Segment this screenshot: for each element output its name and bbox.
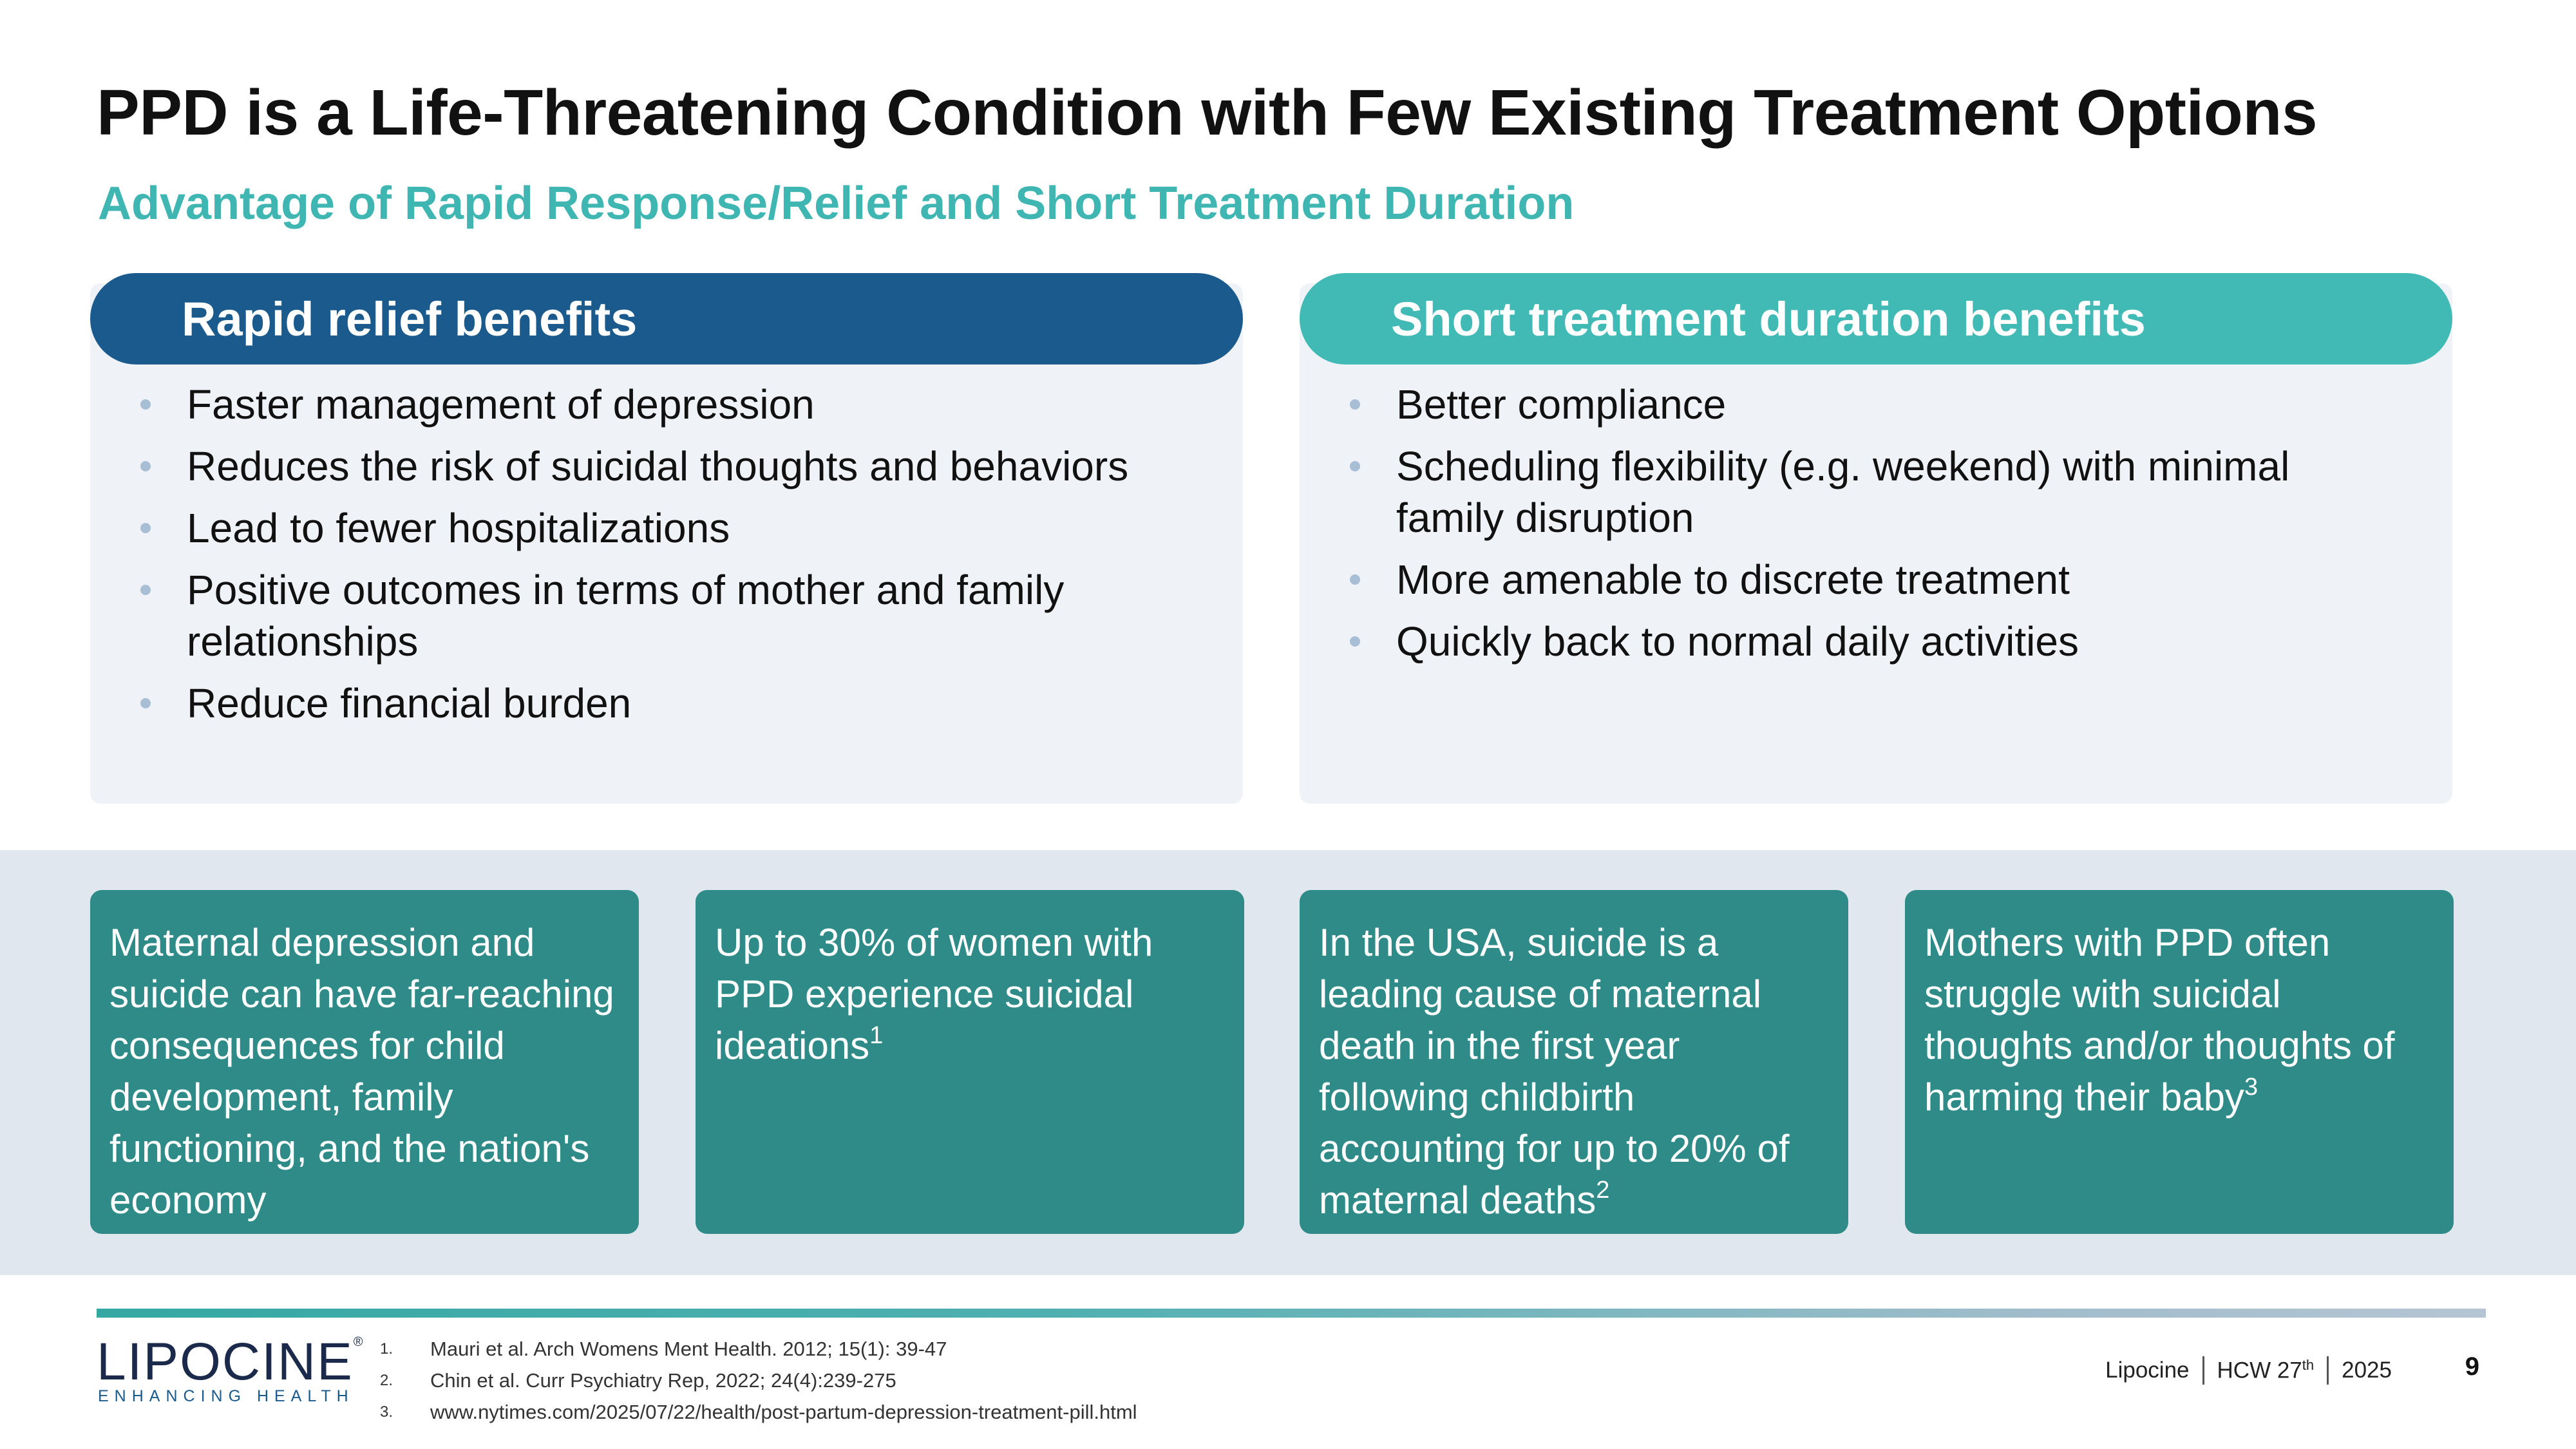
short-duration-panel <box>1300 283 2452 804</box>
bullet-icon <box>140 585 151 595</box>
list-item: Better compliance <box>1300 379 2407 430</box>
footer-separator <box>2327 1356 2329 1385</box>
reference-item: 3. www.nytimes.com/2025/07/22/health/post… <box>380 1400 1137 1423</box>
bullet-icon <box>140 523 151 533</box>
reference-item: 1. Mauri et al. Arch Womens Ment Health. … <box>380 1337 947 1360</box>
footnote-ref: 1 <box>869 1022 884 1049</box>
stat-card-economy: Maternal depression and suicide can have… <box>90 890 639 1234</box>
footer-event: HCW 27th <box>2217 1357 2315 1383</box>
bullet-icon <box>140 461 151 471</box>
footer-year: 2025 <box>2342 1358 2392 1383</box>
logo-tagline: ENHANCING HEALTH <box>98 1387 354 1405</box>
footnote-ref: 2 <box>1596 1177 1610 1204</box>
bullet-icon <box>1350 574 1360 585</box>
bullet-icon <box>140 698 151 708</box>
rapid-relief-panel <box>90 283 1243 804</box>
list-item: Lead to fewer hospitalizations <box>90 502 1172 554</box>
stat-card-harming-baby: Mothers with PPD often struggle with sui… <box>1905 890 2454 1234</box>
page-number: 9 <box>2465 1352 2479 1381</box>
list-item: Reduce financial burden <box>90 677 1172 729</box>
reference-item: 2. Chin et al. Curr Psychiatry Rep, 2022;… <box>380 1368 896 1392</box>
short-duration-heading: Short treatment duration benefits <box>1300 273 2452 365</box>
bullet-icon <box>1350 636 1360 647</box>
slide-subtitle: Advantage of Rapid Response/Relief and S… <box>98 178 1575 229</box>
footnote-ref: 3 <box>2244 1074 2259 1101</box>
references: 1. Mauri et al. Arch Womens Ment Health. … <box>380 1333 1137 1428</box>
company-logo: LIPOCINE® ENHANCING HEALTH <box>97 1332 363 1409</box>
list-item: Quickly back to normal daily activities <box>1300 616 2407 667</box>
bullet-icon <box>1350 461 1360 471</box>
list-item: Positive outcomes in terms of mother and… <box>90 564 1172 667</box>
list-item: Faster management of depression <box>90 379 1172 430</box>
rapid-relief-list: Faster management of depression Reduces … <box>90 379 1172 739</box>
stat-card-maternal-death: In the USA, suicide is a leading cause o… <box>1300 890 1848 1234</box>
stat-card-suicidal-ideation: Up to 30% of women with PPD experience s… <box>696 890 1244 1234</box>
rapid-relief-heading: Rapid relief benefits <box>90 273 1243 365</box>
bullet-icon <box>1350 399 1360 410</box>
footer-info: Lipocine HCW 27th 2025 <box>2105 1356 2392 1385</box>
list-item: Reduces the risk of suicidal thoughts an… <box>90 440 1172 492</box>
slide-title: PPD is a Life-Threatening Condition with… <box>97 77 2318 149</box>
list-item: Scheduling flexibility (e.g. weekend) wi… <box>1300 440 2407 544</box>
short-duration-list: Better compliance Scheduling flexibility… <box>1300 379 2407 677</box>
bullet-icon <box>140 399 151 410</box>
footer-company: Lipocine <box>2105 1358 2190 1383</box>
list-item: More amenable to discrete treatment <box>1300 554 2407 605</box>
footer-separator <box>2202 1356 2204 1385</box>
logo-wordmark: LIPOCINE® <box>97 1332 365 1391</box>
footer-divider <box>97 1309 2486 1318</box>
